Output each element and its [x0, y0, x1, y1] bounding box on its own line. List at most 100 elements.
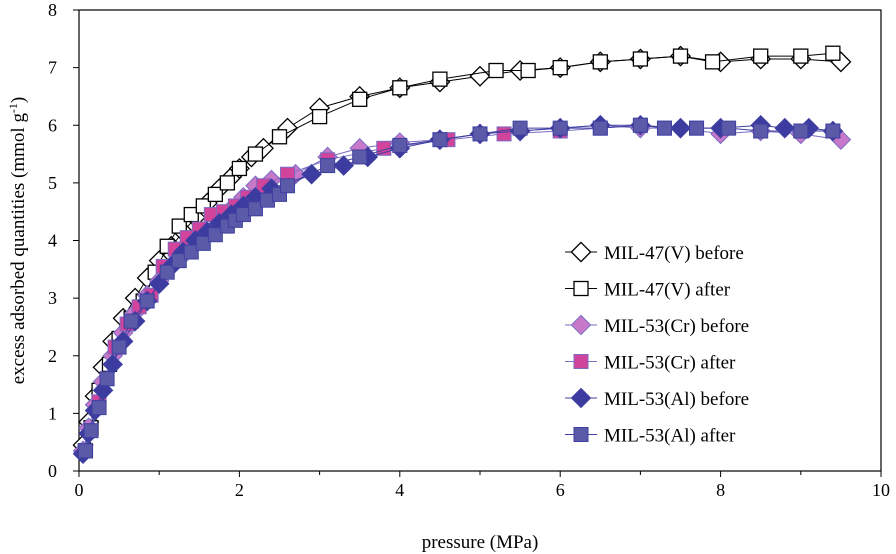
data-point — [632, 51, 649, 67]
data-point — [592, 120, 608, 136]
data-point — [171, 218, 187, 234]
legend: MIL-47(V) before MIL-47(V) after MIL-53(Cr… — [565, 241, 749, 447]
data-point — [311, 108, 328, 125]
y-tick-label: 1 — [48, 403, 57, 423]
y-tick-label: 8 — [48, 0, 57, 20]
data-point — [91, 400, 107, 416]
data-point — [552, 120, 568, 136]
data-point — [774, 117, 796, 139]
data-point — [271, 129, 288, 145]
data-point — [301, 163, 322, 185]
data-point — [207, 186, 223, 203]
legend-item: MIL-53(Cr) after — [565, 353, 736, 374]
x-tick-label: 6 — [556, 480, 565, 500]
y-axis-label-superscript: -1 — [6, 103, 20, 113]
y-axis-label-prefix: excess adsorbed quantities (mmol g — [8, 113, 29, 385]
legend-item: MIL-53(Cr) before — [565, 314, 749, 337]
data-point — [656, 120, 672, 136]
data-point — [183, 244, 199, 260]
legend-marker — [573, 354, 589, 369]
data-point — [139, 293, 155, 309]
data-point — [632, 117, 648, 133]
data-point — [77, 443, 93, 459]
data-point — [488, 62, 504, 79]
legend-marker — [570, 241, 592, 263]
legend-label: MIL-53(Cr) before — [604, 316, 749, 337]
series-2 — [77, 45, 841, 459]
data-point — [83, 423, 99, 439]
data-point — [207, 227, 223, 243]
y-axis-label-suffix: ) — [8, 97, 29, 103]
data-point — [469, 65, 491, 87]
x-tick-label: 8 — [716, 480, 725, 500]
data-point — [392, 80, 408, 96]
data-point — [689, 120, 705, 136]
data-point — [472, 126, 488, 142]
data-point — [280, 178, 296, 194]
data-point — [793, 123, 809, 139]
data-point — [195, 235, 211, 251]
legend-item: MIL-47(V) before — [565, 241, 744, 264]
data-point — [99, 371, 115, 387]
data-point — [183, 206, 199, 223]
x-tick-label: 2 — [235, 480, 244, 500]
data-point — [231, 160, 248, 177]
data-point — [496, 126, 512, 142]
data-point — [171, 253, 187, 269]
data-point — [219, 175, 236, 191]
x-axis-label: pressure (MPa) — [422, 532, 539, 553]
data-point — [159, 264, 175, 280]
data-point — [592, 54, 608, 70]
data-point — [123, 313, 139, 329]
y-tick-label: 2 — [48, 346, 57, 366]
data-point — [512, 120, 528, 136]
data-point — [247, 146, 264, 162]
legend-marker — [573, 427, 589, 442]
x-tick-label: 10 — [872, 480, 890, 500]
data-point — [320, 158, 336, 174]
y-axis-label: excess adsorbed quantities (mmol g-1) — [6, 97, 29, 385]
legend-item: MIL-53(Al) before — [565, 387, 749, 410]
y-tick-label: 5 — [48, 173, 57, 193]
legend-marker — [573, 280, 589, 297]
data-point — [352, 91, 368, 107]
data-point — [432, 132, 448, 148]
series-layer — [72, 45, 852, 465]
y-tick-label: 3 — [48, 288, 57, 308]
data-point — [721, 120, 737, 136]
data-point — [111, 339, 127, 355]
y-tick-label: 6 — [48, 115, 57, 135]
y-tick-label: 0 — [48, 461, 57, 481]
x-axis: 0 2 4 6 8 10 — [75, 471, 890, 500]
data-point — [92, 380, 114, 401]
data-point — [825, 123, 841, 139]
legend-label: MIL-53(Cr) after — [604, 353, 736, 374]
data-point — [247, 201, 263, 217]
data-point — [552, 59, 568, 76]
legend-label: MIL-47(V) after — [604, 280, 731, 301]
x-tick-label: 0 — [75, 480, 84, 500]
y-tick-label: 7 — [48, 58, 57, 78]
data-point — [520, 62, 536, 79]
data-point — [753, 48, 769, 64]
data-point — [793, 48, 809, 64]
data-point — [672, 48, 689, 64]
y-axis: 0 1 2 3 4 5 6 7 8 — [48, 0, 79, 481]
legend-label: MIL-53(Al) after — [604, 426, 736, 447]
legend-marker — [570, 314, 592, 336]
legend-marker — [570, 387, 592, 409]
data-point — [392, 137, 408, 153]
data-point — [432, 71, 448, 87]
legend-item: MIL-47(V) after — [565, 280, 731, 301]
data-point — [825, 45, 841, 61]
legend-label: MIL-53(Al) before — [604, 389, 749, 410]
x-tick-label: 4 — [395, 480, 404, 500]
legend-item: MIL-53(Al) after — [565, 426, 736, 447]
data-point — [333, 155, 354, 176]
series-6 — [77, 117, 841, 459]
data-point — [352, 149, 368, 165]
legend-label: MIL-47(V) before — [604, 243, 744, 264]
y-tick-label: 4 — [48, 231, 57, 251]
data-point — [753, 123, 769, 139]
